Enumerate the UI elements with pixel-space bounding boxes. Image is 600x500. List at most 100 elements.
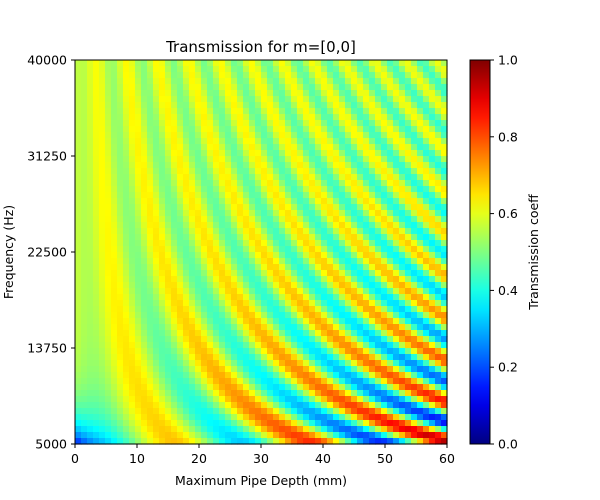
heatmap-cell bbox=[183, 72, 190, 79]
heatmap-cell bbox=[423, 210, 430, 217]
heatmap-cell bbox=[99, 354, 106, 361]
heatmap-cell bbox=[123, 372, 130, 379]
heatmap-cell bbox=[81, 234, 88, 241]
heatmap-cell bbox=[351, 396, 358, 403]
heatmap-cell bbox=[399, 216, 406, 223]
heatmap-cell bbox=[231, 402, 238, 409]
heatmap-cell bbox=[333, 108, 340, 115]
heatmap-cell bbox=[225, 198, 232, 205]
heatmap-cell bbox=[99, 228, 106, 235]
heatmap-cell bbox=[375, 276, 382, 283]
heatmap-cell bbox=[351, 354, 358, 361]
heatmap-cell bbox=[309, 252, 316, 259]
heatmap-cell bbox=[225, 378, 232, 385]
heatmap-cell bbox=[309, 288, 316, 295]
heatmap-cell bbox=[135, 312, 142, 319]
heatmap-cell bbox=[129, 138, 136, 145]
heatmap-cell bbox=[309, 438, 316, 445]
heatmap-cell bbox=[261, 354, 268, 361]
heatmap-cell bbox=[291, 396, 298, 403]
heatmap-cell bbox=[117, 150, 124, 157]
heatmap-cell bbox=[189, 288, 196, 295]
heatmap-cell bbox=[231, 276, 238, 283]
heatmap-cell bbox=[333, 162, 340, 169]
heatmap-cell bbox=[429, 360, 436, 367]
heatmap-cell bbox=[213, 384, 220, 391]
heatmap-cell bbox=[117, 264, 124, 271]
heatmap-cell bbox=[375, 174, 382, 181]
heatmap-cell bbox=[369, 312, 376, 319]
heatmap-cell bbox=[177, 414, 184, 421]
heatmap-cell bbox=[381, 198, 388, 205]
heatmap-cell bbox=[351, 366, 358, 373]
heatmap-cell bbox=[411, 72, 418, 79]
heatmap-cell bbox=[159, 126, 166, 133]
heatmap-cell bbox=[75, 186, 82, 193]
heatmap-cell bbox=[249, 306, 256, 313]
heatmap-cell bbox=[387, 108, 394, 115]
heatmap-cell bbox=[213, 402, 220, 409]
heatmap-cell bbox=[327, 270, 334, 277]
heatmap-cell bbox=[153, 354, 160, 361]
heatmap-cell bbox=[237, 198, 244, 205]
heatmap-cell bbox=[369, 144, 376, 151]
heatmap-cell bbox=[321, 240, 328, 247]
heatmap-cell bbox=[225, 168, 232, 175]
heatmap-cell bbox=[369, 72, 376, 79]
heatmap-cell bbox=[435, 282, 442, 289]
heatmap-cell bbox=[291, 222, 298, 229]
heatmap-cell bbox=[327, 366, 334, 373]
heatmap-cell bbox=[123, 402, 130, 409]
heatmap-cell bbox=[201, 288, 208, 295]
heatmap-cell bbox=[321, 228, 328, 235]
heatmap-cell bbox=[339, 156, 346, 163]
heatmap-cell bbox=[429, 324, 436, 331]
heatmap-cell bbox=[375, 102, 382, 109]
heatmap-cell bbox=[159, 306, 166, 313]
heatmap-cell bbox=[177, 306, 184, 313]
heatmap-cell bbox=[291, 270, 298, 277]
heatmap-cell bbox=[345, 132, 352, 139]
heatmap-cell bbox=[375, 294, 382, 301]
heatmap-cell bbox=[225, 264, 232, 271]
heatmap-cell bbox=[105, 132, 112, 139]
heatmap-cell bbox=[441, 384, 448, 391]
heatmap-cell bbox=[345, 144, 352, 151]
heatmap-cell bbox=[417, 228, 424, 235]
heatmap-cell bbox=[81, 414, 88, 421]
heatmap-cell bbox=[255, 204, 262, 211]
heatmap-cell bbox=[129, 216, 136, 223]
heatmap-cell bbox=[333, 114, 340, 121]
heatmap-cell bbox=[93, 414, 100, 421]
heatmap-cell bbox=[75, 336, 82, 343]
heatmap-cell bbox=[243, 228, 250, 235]
heatmap-cell bbox=[207, 354, 214, 361]
heatmap-cell bbox=[441, 96, 448, 103]
heatmap-cell bbox=[405, 180, 412, 187]
heatmap-cell bbox=[183, 330, 190, 337]
heatmap-cell bbox=[171, 378, 178, 385]
heatmap-cell bbox=[159, 96, 166, 103]
heatmap-cell bbox=[417, 372, 424, 379]
heatmap-cell bbox=[243, 426, 250, 433]
x-tick-label: 50 bbox=[377, 451, 393, 466]
heatmap-cell bbox=[411, 360, 418, 367]
heatmap-cell bbox=[393, 348, 400, 355]
heatmap-cell bbox=[267, 204, 274, 211]
heatmap-cell bbox=[363, 180, 370, 187]
heatmap-cell bbox=[93, 198, 100, 205]
heatmap-cell bbox=[195, 150, 202, 157]
heatmap-cell bbox=[225, 120, 232, 127]
heatmap-cell bbox=[327, 360, 334, 367]
heatmap-cell bbox=[201, 186, 208, 193]
heatmap-cell bbox=[327, 282, 334, 289]
heatmap-cell bbox=[321, 324, 328, 331]
heatmap-cell bbox=[99, 426, 106, 433]
heatmap-cell bbox=[357, 396, 364, 403]
heatmap-cell bbox=[435, 228, 442, 235]
heatmap-cell bbox=[129, 318, 136, 325]
heatmap-cell bbox=[345, 192, 352, 199]
heatmap-cell bbox=[339, 72, 346, 79]
heatmap-cell bbox=[171, 348, 178, 355]
heatmap-cell bbox=[99, 306, 106, 313]
